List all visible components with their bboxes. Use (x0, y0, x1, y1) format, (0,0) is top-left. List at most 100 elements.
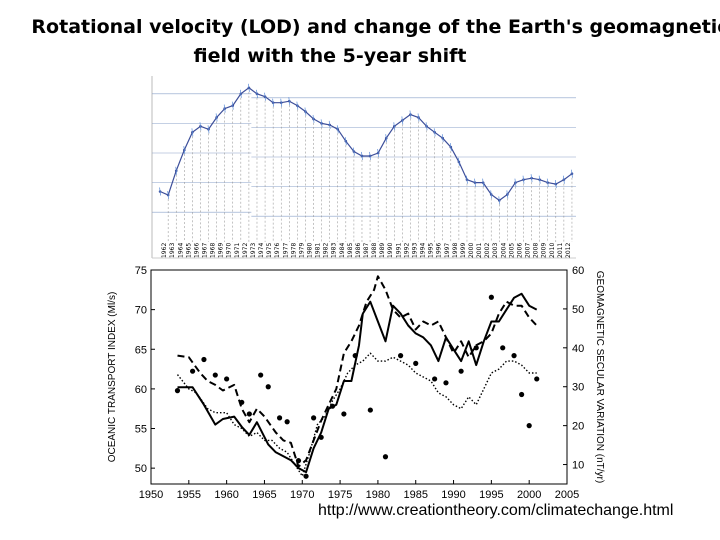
lod-error-bar (425, 122, 428, 131)
geomagnetic-point (458, 368, 464, 374)
lod-error-bar (280, 98, 283, 107)
lod-error-bar (344, 137, 347, 146)
title-line-2: field with the 5-year shift (193, 45, 467, 67)
title-line-1: Rotational velocity (LOD) and change of … (31, 16, 720, 38)
lod-tick-label: 2012 (565, 243, 572, 258)
lod-error-bar (401, 116, 404, 125)
lod-tick-label: 1972 (242, 243, 249, 258)
lod-error-bar (207, 125, 210, 134)
lod-tick-label: 2007 (525, 243, 532, 258)
lod-tick-label: 1966 (193, 243, 200, 258)
geomagnetic-point (413, 360, 419, 366)
lod-error-bar (320, 119, 323, 128)
ocean-series-solid (177, 292, 538, 474)
ocean-x-tick-label: 1970 (290, 489, 314, 498)
lod-tick-label: 2010 (549, 243, 556, 258)
lod-tick-label: 1969 (218, 243, 225, 258)
lod-tick-label: 1962 (161, 243, 168, 258)
ocean-x-tick-label: 1995 (479, 489, 503, 498)
geomagnetic-point (201, 356, 207, 363)
lod-error-bar (264, 92, 266, 101)
ocean-y-tick-label: 70 (135, 305, 147, 317)
lod-tick-label: 1979 (298, 243, 305, 258)
geomagnetic-point (212, 372, 218, 378)
lod-tick-label: 2003 (492, 243, 499, 258)
lod-tick-label: 1998 (452, 243, 459, 258)
lod-error-bar (296, 101, 299, 110)
lod-error-bar (199, 122, 202, 131)
lod-tick-label: 2006 (516, 243, 523, 258)
ocean-plot-frame (150, 269, 568, 485)
lod-error-bar (377, 148, 379, 158)
lod-error-bar (506, 190, 509, 199)
ocean-x-tick-label: 1955 (177, 489, 201, 498)
geomagnetic-point (511, 353, 517, 359)
geomagnetic-point (352, 353, 358, 359)
lod-error-bar (328, 120, 331, 129)
lod-error-bar (538, 175, 541, 184)
lod-error-bar (449, 143, 452, 152)
lod-series-line (159, 87, 573, 202)
lod-tick-label: 2001 (476, 243, 483, 258)
lod-error-bar (522, 175, 525, 184)
lod-error-bar (563, 175, 565, 184)
lod-error-bar (571, 169, 573, 178)
geomagnetic-point (473, 345, 479, 351)
geomagnetic-point (329, 403, 336, 409)
lod-error-bar (312, 114, 315, 123)
lod-tick-label: 2000 (468, 243, 475, 258)
lod-tick-label: 1988 (371, 243, 378, 258)
lod-error-bar (490, 190, 493, 199)
ocean-x-tick-label: 2000 (517, 489, 541, 498)
lod-tick-label: 1984 (339, 243, 346, 258)
ocean-chart: 1950 1955 1960 1965 1970 1975 1980 1985 1990 1995… (107, 265, 605, 498)
lod-error-bar (336, 125, 339, 134)
lod-error-bar (183, 145, 186, 155)
geomagnetic-point (258, 372, 264, 378)
lod-error-bar (361, 151, 363, 161)
lod-tick-label: 1974 (258, 243, 265, 258)
lod-tick-label: 2011 (557, 243, 564, 258)
lod-error-bar (159, 187, 161, 196)
geomagnetic-point (246, 411, 252, 417)
geomagnetic-point (488, 294, 494, 300)
lod-tick-label: 1994 (420, 243, 427, 258)
lod-tick-label: 1965 (185, 243, 192, 258)
lod-error-bar (482, 178, 484, 187)
ocean-y-tick-label: 55 (135, 424, 147, 436)
lod-tick-label: 1992 (403, 243, 410, 258)
lod-tick-label: 1968 (210, 243, 217, 258)
geomagnetic-point (432, 376, 438, 382)
lod-tick-label: 1995 (428, 243, 435, 258)
geomagnetic-point (265, 384, 271, 390)
ocean-x-tick-label: 1950 (139, 489, 163, 498)
lod-tick-label: 1983 (331, 243, 338, 258)
lod-tick-label: 1980 (306, 243, 313, 258)
lod-error-bar (417, 113, 420, 122)
lod-tick-label: 1987 (363, 243, 370, 258)
lod-error-bar (369, 151, 371, 161)
ocean-x-tick-label: 1960 (214, 489, 238, 498)
lod-tick-label: 1964 (177, 243, 184, 258)
lod-tick-label: 1970 (226, 243, 233, 258)
lod-error-bar (458, 157, 460, 166)
lod-error-bar (385, 134, 388, 143)
lod-error-bar (191, 128, 194, 137)
lod-error-bar (514, 178, 517, 187)
lod-error-bar (530, 174, 533, 183)
source-url: http://www.creationtheory.com/climatecha… (318, 502, 674, 519)
lod-tick-label: 1997 (444, 243, 451, 258)
ocean-y-tick-label: 60 (135, 384, 147, 396)
lod-error-bar (272, 98, 274, 107)
ocean-x-tick-label: 1985 (403, 489, 427, 498)
lod-error-bar (256, 89, 258, 98)
ocean-y2-tick-label: 60 (572, 265, 584, 277)
ocean-y2-tick-label: 50 (572, 304, 584, 316)
lod-error-bar (304, 107, 307, 116)
ocean-y-tick-label: 75 (135, 265, 147, 277)
ocean-x-tick-label: 1990 (441, 489, 465, 498)
geomagnetic-point (295, 458, 302, 464)
lod-tick-label: 2004 (500, 243, 507, 258)
lod-error-bar (353, 147, 355, 156)
geomagnetic-point (190, 368, 196, 374)
